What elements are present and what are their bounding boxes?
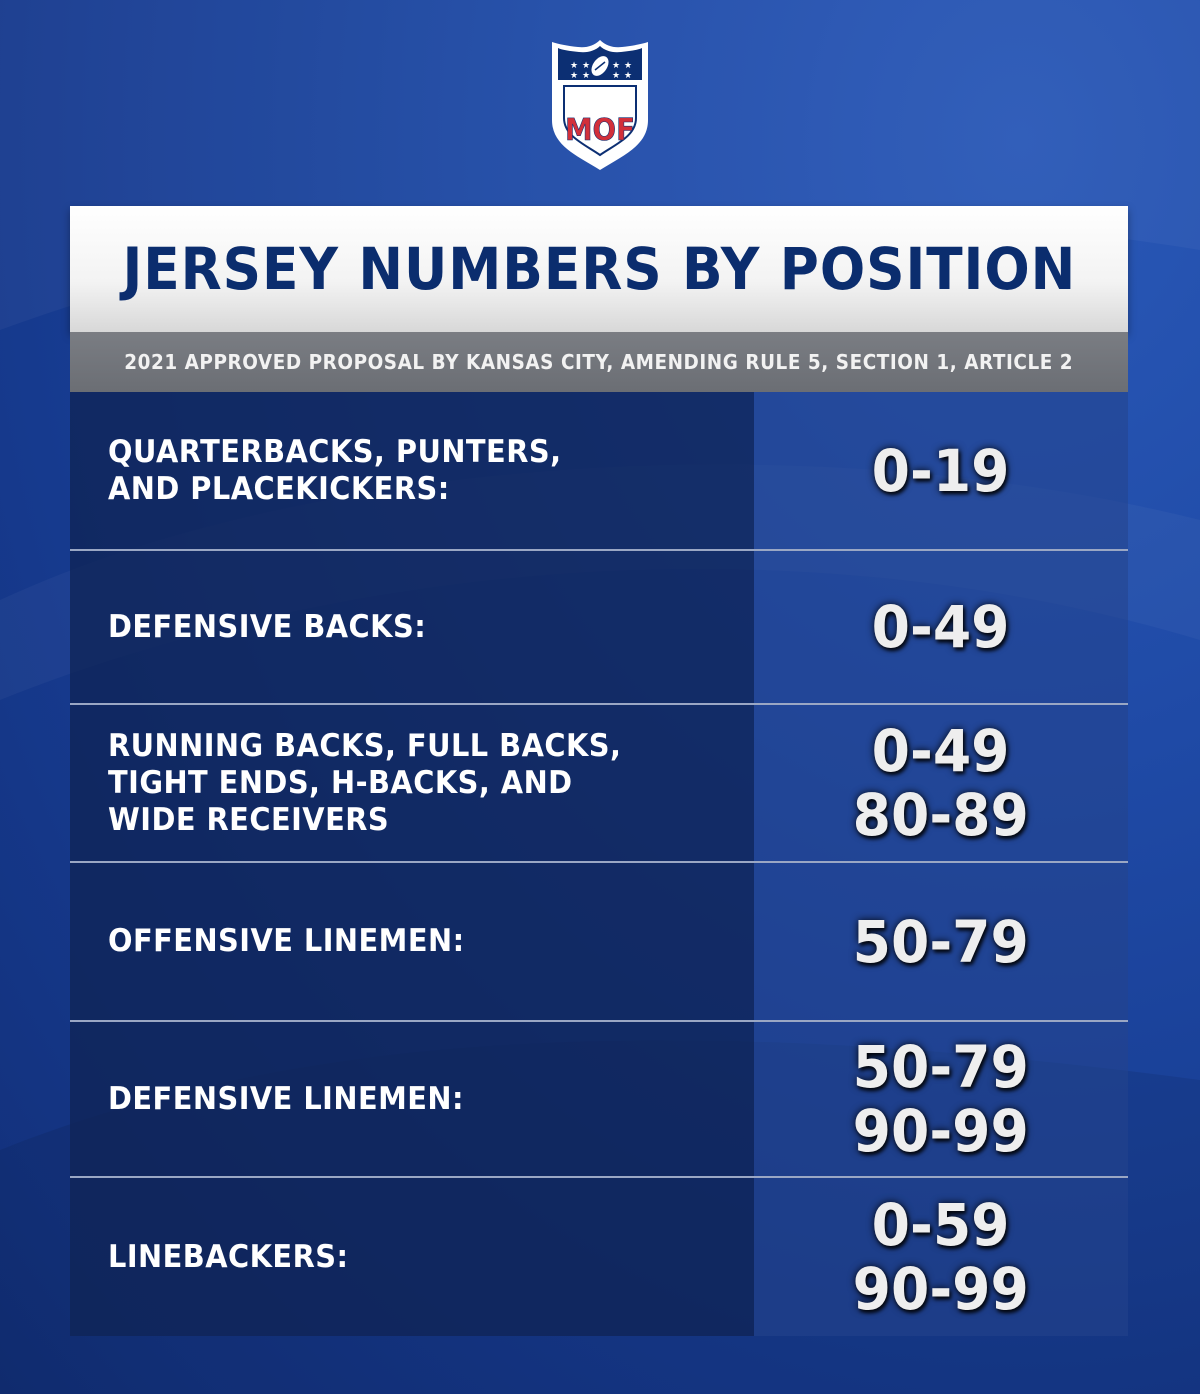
table-row: DEFENSIVE LINEMEN: 50-79 90-99 [70, 1022, 1128, 1176]
svg-text:★: ★ [582, 61, 590, 71]
position-cell: LINEBACKERS: [70, 1178, 754, 1336]
position-cell: OFFENSIVE LINEMEN: [70, 863, 754, 1020]
row-divider [70, 703, 1128, 705]
page-title: JERSEY NUMBERS BY POSITION [122, 235, 1076, 303]
logo-text: MOF [565, 113, 635, 148]
table-row: RUNNING BACKS, FULL BACKS, TIGHT ENDS, H… [70, 705, 1128, 861]
svg-text:★: ★ [570, 71, 578, 81]
svg-text:★: ★ [612, 61, 620, 71]
subtitle-bar: 2021 APPROVED PROPOSAL BY KANSAS CITY, A… [70, 332, 1128, 392]
position-label: DEFENSIVE BACKS: [108, 608, 427, 645]
number-range: 0-19 [872, 436, 1010, 505]
number-range-cell: 0-49 [754, 551, 1128, 703]
row-divider [70, 1020, 1128, 1022]
number-range: 90-99 [852, 1255, 1030, 1323]
position-label: RUNNING BACKS, FULL BACKS, TIGHT ENDS, H… [108, 727, 622, 838]
page-subtitle: 2021 APPROVED PROPOSAL BY KANSAS CITY, A… [124, 350, 1074, 374]
svg-text:★: ★ [624, 61, 632, 71]
number-range-cell: 50-79 [754, 863, 1128, 1020]
jersey-number-table: QUARTERBACKS, PUNTERS, AND PLACEKICKERS:… [70, 392, 1128, 1336]
position-cell: DEFENSIVE BACKS: [70, 551, 754, 703]
row-divider [70, 549, 1128, 551]
svg-text:★: ★ [582, 71, 590, 81]
position-label: LINEBACKERS: [108, 1238, 349, 1275]
position-cell: QUARTERBACKS, PUNTERS, AND PLACEKICKERS: [70, 392, 754, 549]
mof-logo-icon: ★ ★ ★ ★ ★ ★ ★ ★ MOF [552, 40, 648, 170]
table-row: QUARTERBACKS, PUNTERS, AND PLACEKICKERS:… [70, 392, 1128, 549]
number-range: 80-89 [852, 781, 1030, 849]
number-range-cell: 0-19 [754, 392, 1128, 549]
table-row: OFFENSIVE LINEMEN: 50-79 [70, 863, 1128, 1020]
number-range: 0-59 [872, 1191, 1010, 1259]
svg-text:★: ★ [612, 71, 620, 81]
number-range: 90-99 [852, 1097, 1030, 1165]
position-label: OFFENSIVE LINEMEN: [108, 923, 465, 959]
row-divider [70, 1176, 1128, 1178]
table-row: LINEBACKERS: 0-59 90-99 [70, 1178, 1128, 1336]
number-range-cell: 0-49 80-89 [754, 705, 1128, 861]
number-range: 50-79 [852, 907, 1030, 976]
position-label: QUARTERBACKS, PUNTERS, AND PLACEKICKERS: [108, 433, 562, 507]
title-banner: JERSEY NUMBERS BY POSITION [70, 206, 1128, 332]
position-cell: RUNNING BACKS, FULL BACKS, TIGHT ENDS, H… [70, 705, 754, 861]
svg-text:★: ★ [624, 71, 632, 81]
row-divider [70, 861, 1128, 863]
position-cell: DEFENSIVE LINEMEN: [70, 1022, 754, 1176]
number-range: 0-49 [872, 717, 1010, 785]
number-range: 0-49 [872, 593, 1010, 661]
number-range-cell: 0-59 90-99 [754, 1178, 1128, 1336]
svg-text:★: ★ [570, 61, 578, 71]
number-range: 50-79 [852, 1033, 1030, 1101]
position-label: DEFENSIVE LINEMEN: [108, 1080, 465, 1117]
table-row: DEFENSIVE BACKS: 0-49 [70, 551, 1128, 703]
number-range-cell: 50-79 90-99 [754, 1022, 1128, 1176]
